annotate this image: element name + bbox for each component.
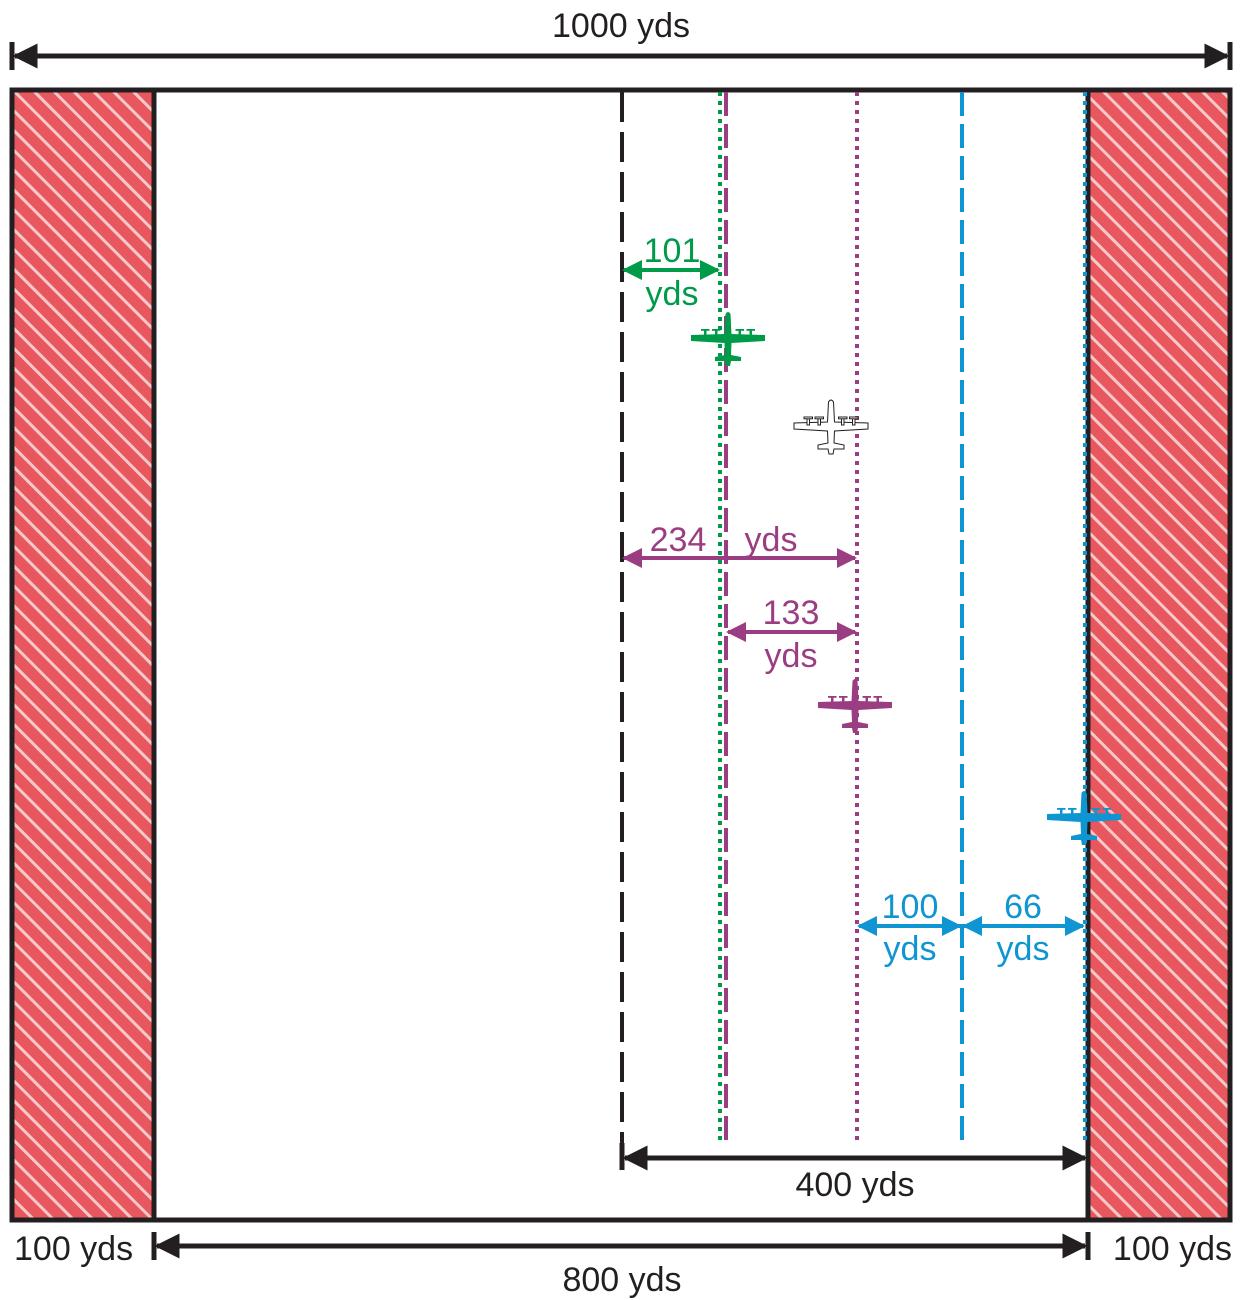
magenta-aircraft-icon xyxy=(818,679,892,733)
magenta-total-number: 234 xyxy=(650,521,707,559)
blue-offset-a-unit: yds xyxy=(884,930,937,968)
magenta-offset-number: 133 xyxy=(763,594,820,632)
green-offset-number: 101 xyxy=(644,232,701,270)
right-zone-label: 100 yds xyxy=(1113,1230,1232,1268)
magenta-total-unit: yds xyxy=(745,521,798,559)
blue-offset-b-unit: yds xyxy=(997,930,1050,968)
black-span-label: 400 yds xyxy=(795,1166,914,1204)
drop-zone-outline xyxy=(9,87,1233,1223)
left-zone-label: 100 yds xyxy=(14,1230,133,1268)
total-width-label: 1000 yds xyxy=(552,7,690,45)
green-aircraft-icon xyxy=(691,312,765,366)
blue-offset-b-number: 66 xyxy=(1004,888,1042,926)
usable-width-label: 800 yds xyxy=(562,1261,681,1299)
magenta-offset-unit: yds xyxy=(765,637,818,675)
right-hazard-zone xyxy=(1085,87,1233,1223)
blue-offset-a-number: 100 xyxy=(882,888,939,926)
green-offset-unit: yds xyxy=(646,275,699,313)
left-hazard-zone xyxy=(9,87,157,1223)
